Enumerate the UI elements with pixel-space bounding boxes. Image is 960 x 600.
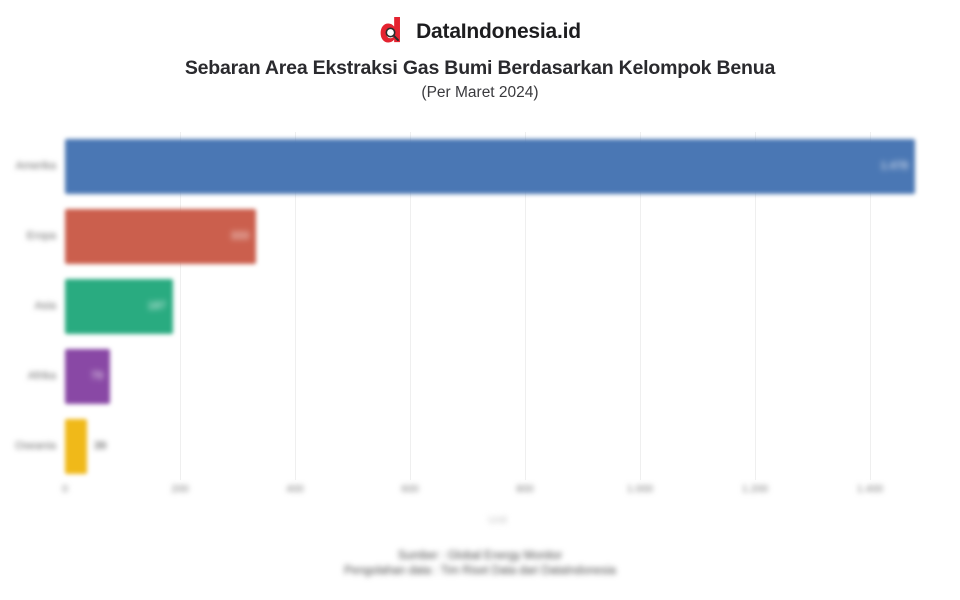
gridline — [640, 132, 641, 480]
x-tick-600: 600 — [401, 483, 419, 495]
header: d DataIndonesia.id Sebaran Area Ekstraks… — [0, 0, 960, 102]
gridline — [870, 132, 871, 480]
bar-oseania — [65, 419, 87, 474]
dataindonesia-logo-icon: d — [379, 11, 407, 50]
chart: Amerika 1.478 Eropa 333 Asia 187 Afrika 79 Osean… — [0, 130, 960, 550]
y-axis-label-amerika: Amerika — [15, 160, 56, 172]
magnifier-icon — [385, 27, 400, 41]
x-tick-0: 0 — [62, 483, 68, 495]
value-label-afrika: 79 — [90, 370, 103, 382]
value-label-oseania: 39 — [94, 440, 107, 452]
y-axis-label-eropa: Eropa — [26, 230, 56, 242]
gridline — [525, 132, 526, 480]
x-tick-1.000: 1.000 — [626, 483, 654, 495]
x-tick-800: 800 — [516, 483, 534, 495]
x-tick-200: 200 — [171, 483, 189, 495]
x-tick-400: 400 — [286, 483, 304, 495]
bar-asia: 187 — [65, 279, 173, 334]
gridline — [755, 132, 756, 480]
y-axis-label-asia: Asia — [34, 300, 56, 312]
gridline — [295, 132, 296, 480]
value-label-asia: 187 — [147, 300, 166, 312]
bar-amerika: 1.478 — [65, 139, 915, 194]
y-axis-label-oseania: Oseania — [15, 440, 56, 452]
chart-title: Sebaran Area Ekstraksi Gas Bumi Berdasar… — [184, 57, 776, 79]
source-line: Sumber : Global Energy Monitor — [397, 550, 563, 562]
bar-eropa: 333 — [65, 209, 256, 264]
y-axis-label-afrika: Afrika — [27, 370, 56, 382]
value-label-amerika: 1.478 — [880, 160, 908, 172]
footer: Sumber : Global Energy Monitor Pengolaha… — [0, 550, 960, 577]
x-tick-1.200: 1.200 — [741, 483, 769, 495]
brand-row: d DataIndonesia.id — [0, 11, 960, 50]
gridline — [180, 132, 181, 480]
x-tick-1.400: 1.400 — [856, 483, 884, 495]
chart-subtitle: (Per Maret 2024) — [421, 84, 539, 101]
bar-afrika: 79 — [65, 349, 110, 404]
brand-text: DataIndonesia.id — [416, 20, 581, 43]
value-label-eropa: 333 — [230, 230, 249, 242]
gridline — [410, 132, 411, 480]
credit-line: Pengolahan data : Tim Riset Data dari Da… — [344, 565, 616, 577]
x-axis-title: Unit — [488, 514, 507, 526]
